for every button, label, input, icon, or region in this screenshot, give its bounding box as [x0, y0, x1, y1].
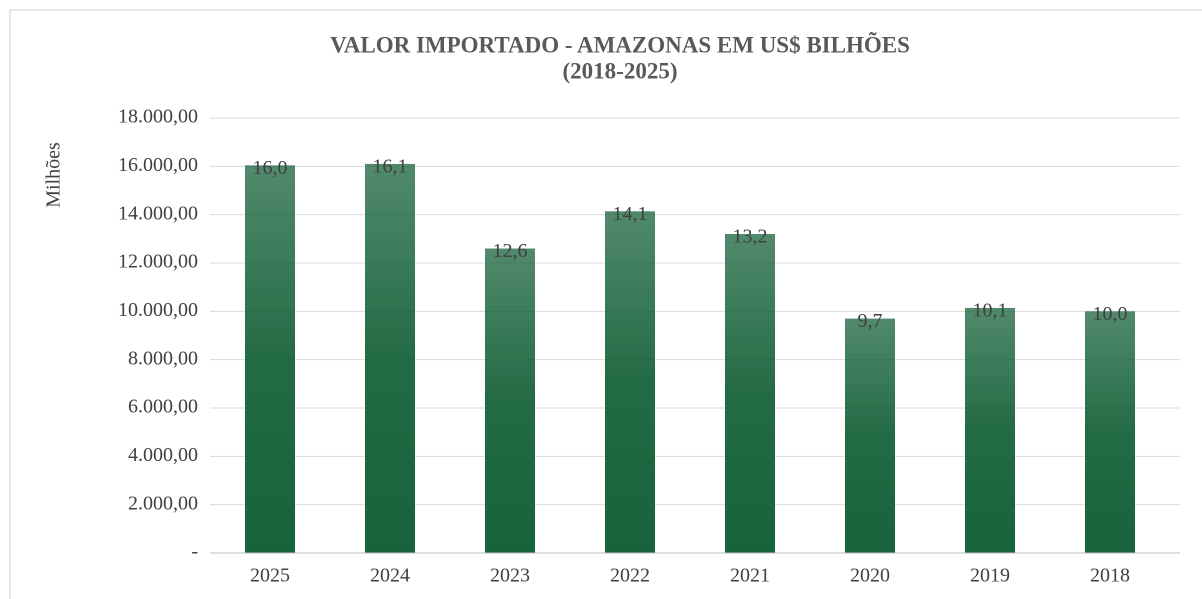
y-tick-label: 2.000,00: [128, 492, 198, 514]
y-tick-label: 6.000,00: [128, 396, 198, 418]
data-label: 14,1: [613, 203, 648, 225]
x-tick-label: 2022: [610, 565, 650, 587]
x-tick-label: 2023: [490, 565, 530, 587]
y-tick-label: 14.000,00: [118, 202, 198, 224]
data-label: 10,0: [1093, 303, 1128, 325]
data-label: 16,1: [373, 156, 408, 178]
bar: [1085, 311, 1135, 553]
chart-title: VALOR IMPORTADO - AMAZONAS EM US$ BILHÕE…: [330, 32, 910, 57]
bar: [365, 163, 415, 553]
y-tick-label: 8.000,00: [128, 347, 198, 369]
bar: [725, 234, 775, 553]
x-tick-label: 2018: [1090, 565, 1130, 587]
x-tick-label: 2020: [850, 565, 890, 587]
x-tick-label: 2024: [370, 565, 410, 587]
y-tick-label: 10.000,00: [118, 299, 198, 321]
data-label: 10,1: [973, 300, 1008, 322]
bar: [485, 248, 535, 553]
x-tick-label: 2025: [250, 565, 290, 587]
data-label: 13,2: [733, 226, 768, 248]
y-tick-label: 12.000,00: [118, 251, 198, 273]
chart-title: (2018-2025): [563, 58, 678, 83]
y-tick-label: 18.000,00: [118, 106, 198, 128]
bar: [965, 307, 1015, 553]
y-tick-label: 16.000,00: [118, 154, 198, 176]
data-label: 12,6: [493, 240, 528, 262]
data-label: 16,0: [253, 157, 288, 179]
y-axis-label: Milhões: [43, 142, 65, 208]
bar: [245, 165, 295, 553]
y-tick-label: 4.000,00: [128, 444, 198, 466]
x-tick-label: 2021: [730, 565, 770, 587]
y-tick-label: -: [191, 541, 198, 563]
x-tick-label: 2019: [970, 565, 1010, 587]
data-label: 9,7: [858, 310, 883, 332]
bar: [845, 318, 895, 553]
bar: [605, 211, 655, 554]
